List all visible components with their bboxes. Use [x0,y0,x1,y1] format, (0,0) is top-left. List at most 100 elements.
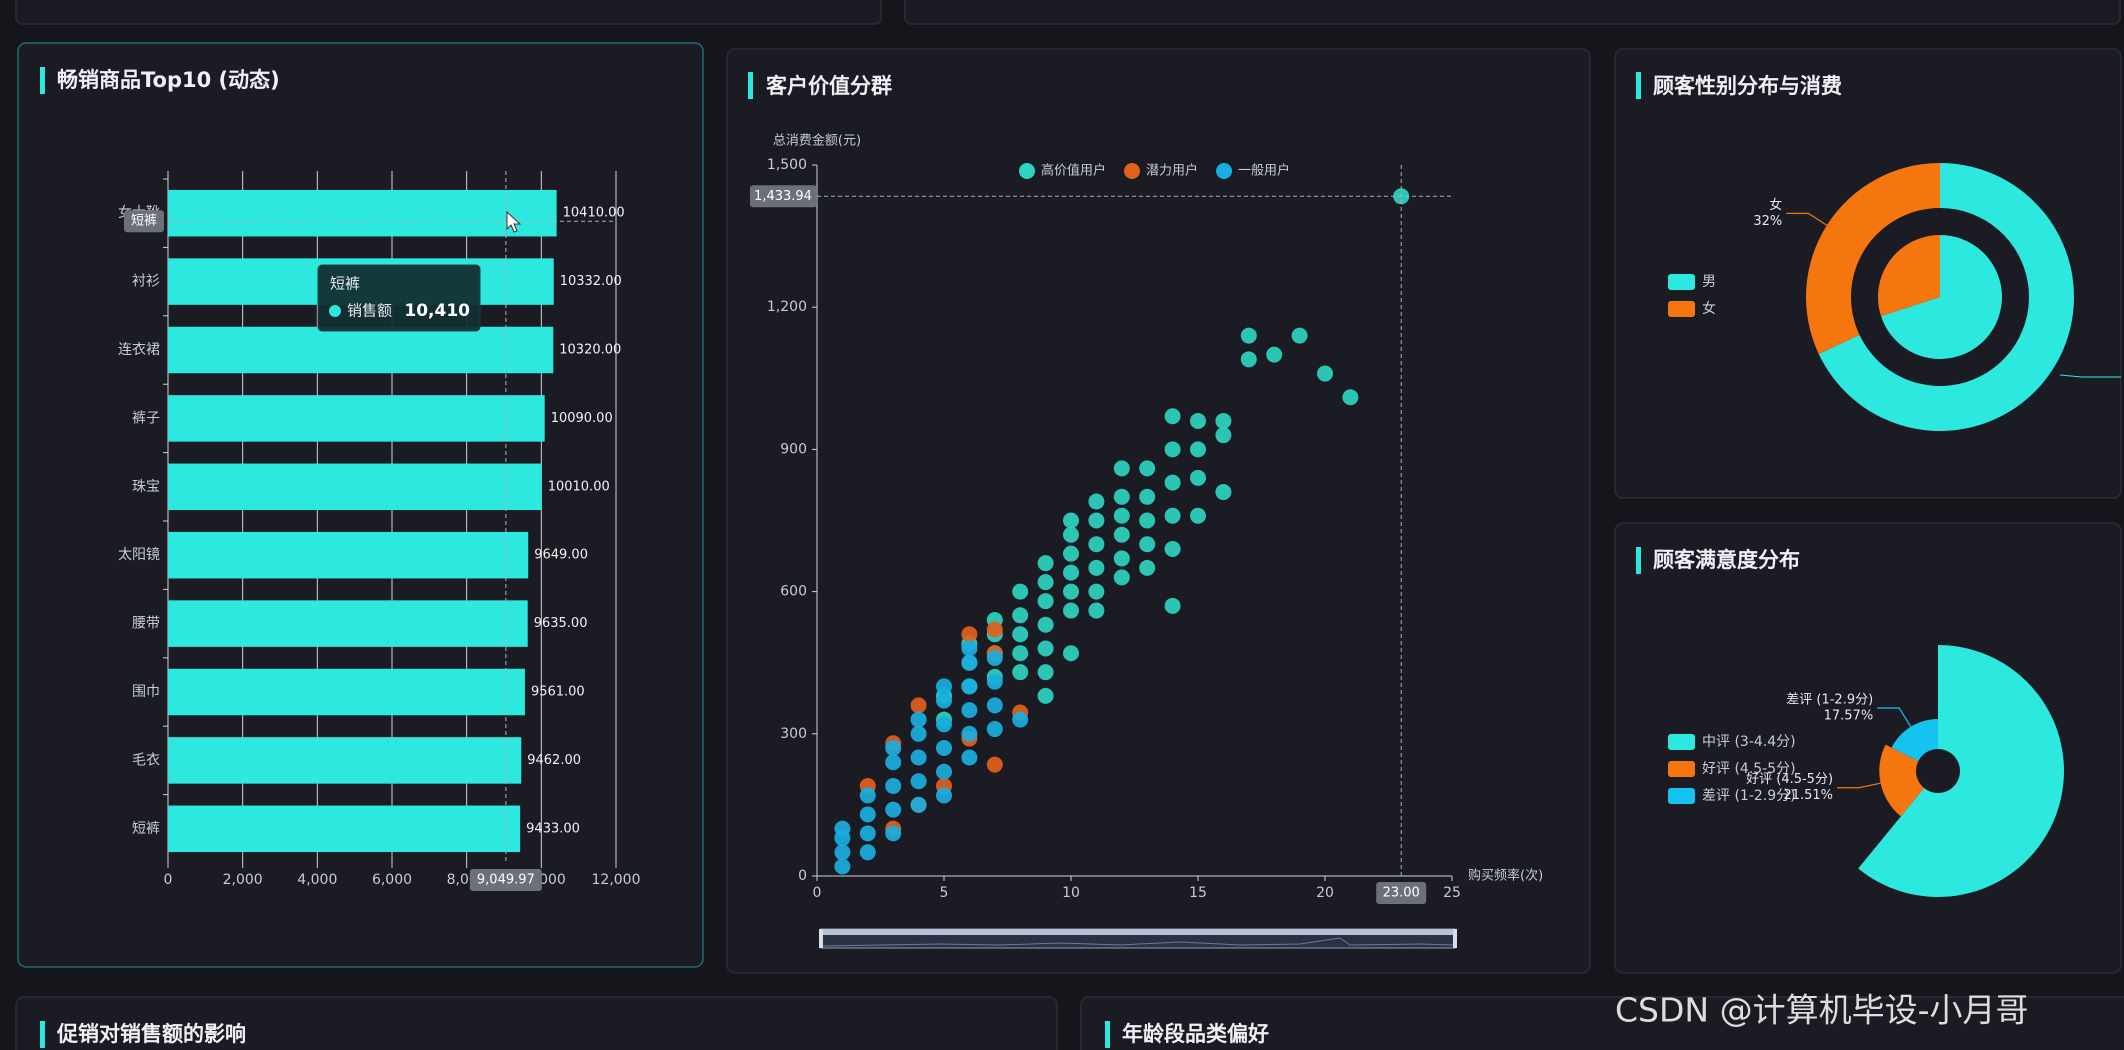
slice-label: 女 [1769,197,1782,213]
scatter-point [1088,583,1105,600]
scatter-point [936,787,952,804]
label-line [1837,782,1881,789]
scatter-point [885,740,902,757]
bar [168,600,528,647]
x-tick-label: 5 [940,885,949,901]
pointer-label: 23.00 [1383,886,1420,901]
data-label: 9649.00 [534,548,588,563]
y-tick-label: 围巾 [132,684,160,700]
pointer-label: 短裤 [131,214,157,229]
x-tick-label: 25 [1443,885,1461,901]
scatter-point [1240,351,1257,368]
panel [15,0,882,25]
scatter-point [936,678,952,695]
scatter-point [986,756,1003,773]
scatter-point [1063,512,1079,529]
slice-label: 21.51% [1783,788,1833,803]
data-zoom[interactable] [819,928,1457,949]
legend-label: 潜力用户 [1146,163,1198,179]
legend-label: 女 [1702,300,1716,317]
zoom-bar[interactable] [821,929,1455,935]
scatter-point [910,711,927,728]
label-line [1877,707,1912,728]
rose-slice [1858,645,2065,897]
scatter-point [1266,346,1283,363]
scatter-point [1113,488,1130,505]
panel [15,996,1058,1050]
scatter-point [961,725,978,742]
scatter-point [1215,484,1232,501]
bar [168,326,554,374]
scatter-point [885,777,902,794]
zoom-handle[interactable] [819,929,823,948]
zoom-handle[interactable] [1453,929,1457,948]
scatter-point [1190,441,1206,458]
y-tick-label: 短裤 [132,821,160,837]
scatter-point [1164,540,1181,557]
data-label: 9635.00 [534,616,588,631]
legend-swatch [1668,274,1695,290]
title-accent [40,67,45,94]
pointer-label-box [1376,882,1427,904]
tooltip-value: 10,410 [404,301,470,321]
scatter-point [1012,607,1029,624]
y-tick-label: 600 [780,584,807,600]
scatter-point [1164,597,1181,614]
pointer-label: 9,049.97 [477,873,535,888]
scatter-point [1012,626,1029,643]
pointer-label-box [124,210,164,233]
scatter-point [885,801,902,818]
scatter-point [936,716,952,733]
scatter-point [986,649,1003,666]
scatter-point [1291,327,1308,344]
data-label: 10410.00 [563,206,625,221]
legend-label: 好评 (4.5-5分) [1702,761,1796,777]
panel [726,48,1591,974]
y-tick-label: 300 [780,726,807,742]
x-axis-title: 购买频率(次) [1468,868,1543,884]
scatter-point [1113,507,1130,524]
label-line [1786,212,1828,226]
donut-slice [1881,235,2002,359]
x-tick-label: 20 [1316,885,1334,901]
data-label: 10332.00 [560,274,622,289]
scatter-point [910,697,927,714]
pointer-label-box [750,185,817,208]
scatter-point [1088,493,1105,510]
y-tick-label: 900 [780,441,807,457]
bar [168,463,542,511]
legend-swatch [1668,301,1695,317]
y-tick-label: 裤子 [132,410,160,426]
pointer-label: 1,433.94 [754,189,812,204]
scatter-point [986,697,1003,714]
data-label: 10320.00 [559,343,621,358]
data-label: 9433.00 [526,821,580,836]
y-axis-title: 总消费金额(元) [773,133,861,149]
scatter-point [986,673,1003,690]
scatter-point [961,654,978,671]
scatter-point [1037,640,1054,657]
scatter-point [1063,645,1079,662]
scatter-point [1063,564,1079,581]
y-tick-label: 衬衫 [132,274,160,290]
scatter-point [936,763,952,780]
scatter-point [986,621,1003,638]
x-tick-label: 15 [1189,885,1207,901]
scatter-point [910,725,927,742]
scatter-point [1063,526,1079,543]
pointer-label-box [469,869,542,891]
panel-title: 年龄段品类偏好 [1122,1022,1269,1046]
bar [168,189,557,237]
scatter-point [834,820,851,837]
bar [168,531,529,579]
slice-label: 好评 (4.5-5分) [1746,772,1833,787]
scatter-point [986,721,1003,738]
scatter-point [1088,602,1105,619]
scatter-point [1215,427,1232,444]
scatter-point [859,844,876,861]
scatter-point [1139,559,1156,576]
x-tick-label: 0 [164,872,173,888]
scatter-point [1190,412,1206,429]
legend-marker [1019,163,1035,179]
